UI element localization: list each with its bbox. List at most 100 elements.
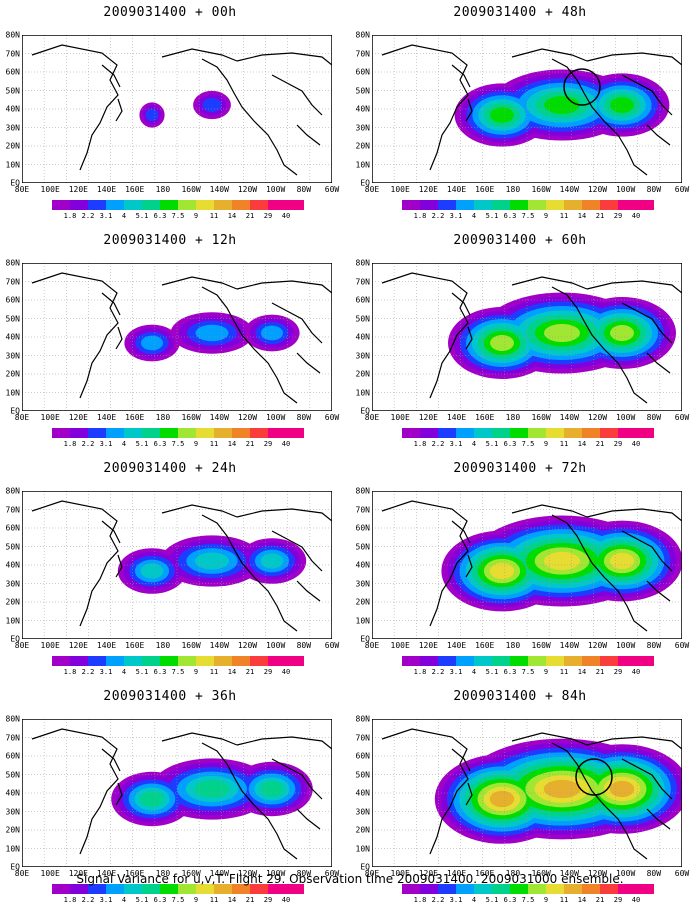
colorbar-label: 6.3 bbox=[503, 668, 517, 676]
coastline bbox=[621, 758, 673, 800]
x-tick-label: 120E bbox=[418, 185, 438, 194]
colorbar-swatch bbox=[124, 656, 142, 666]
x-tick-label: 160E bbox=[125, 641, 145, 650]
coastline bbox=[551, 58, 648, 176]
colorbar-label: 4 bbox=[121, 896, 127, 904]
coastline bbox=[646, 808, 671, 830]
colorbar-label: 11 bbox=[209, 440, 219, 448]
colorbar-label: 9 bbox=[543, 668, 549, 676]
colorbar-swatch bbox=[178, 656, 196, 666]
coastline bbox=[296, 124, 321, 146]
colorbar bbox=[402, 200, 654, 210]
x-tick-label: 180 bbox=[505, 641, 521, 650]
colorbar-label: 14 bbox=[577, 896, 587, 904]
x-tick-label: 140W bbox=[559, 185, 579, 194]
colorbar-swatch bbox=[160, 884, 178, 894]
y-tick-label: 50N bbox=[5, 86, 20, 95]
x-tick-label: 100W bbox=[615, 641, 636, 650]
y-tick-label: 10N bbox=[5, 616, 20, 625]
variance-contour bbox=[140, 791, 164, 807]
colorbar-swatch bbox=[492, 884, 510, 894]
colorbar-label: 6.3 bbox=[503, 440, 517, 448]
x-tick-label: 120E bbox=[418, 869, 438, 878]
x-tick-label: 140W bbox=[209, 185, 229, 194]
colorbar-swatch bbox=[618, 884, 636, 894]
x-tick-label: 140W bbox=[209, 641, 229, 650]
colorbar-label: 6.3 bbox=[153, 668, 167, 676]
colorbar-label: 2.2 bbox=[81, 440, 95, 448]
y-tick-label: 70N bbox=[5, 505, 20, 514]
colorbar-swatch bbox=[546, 428, 564, 438]
coastline bbox=[115, 782, 123, 806]
panel-title: 2009031400 + 60h bbox=[453, 233, 587, 248]
colorbar-swatch bbox=[456, 884, 474, 894]
x-tick-label: 100E bbox=[390, 869, 410, 878]
coastline bbox=[586, 280, 682, 294]
coastline bbox=[115, 326, 123, 350]
colorbar-label: 4 bbox=[121, 440, 127, 448]
panel-title: 2009031400 + 12h bbox=[103, 233, 237, 248]
colorbar-label: 29 bbox=[263, 896, 273, 904]
x-tick-label: 100E bbox=[390, 185, 410, 194]
x-tick-label: 160E bbox=[125, 185, 145, 194]
x-tick-label: 100W bbox=[265, 869, 286, 878]
colorbar-swatch bbox=[600, 656, 618, 666]
map-panel: 2009031400 + 60h 80E 100E 120E 140E 160E 180 16… bbox=[350, 233, 690, 448]
colorbar-swatch bbox=[52, 656, 70, 666]
x-tick-label: 160E bbox=[125, 869, 145, 878]
y-tick-label: 50N bbox=[5, 542, 20, 551]
colorbar-swatch bbox=[564, 428, 582, 438]
y-tick-label: 60N bbox=[5, 751, 20, 761]
colorbar-label: 7.5 bbox=[521, 896, 535, 904]
panel-title: 2009031400 + 84h bbox=[453, 689, 587, 704]
coastline bbox=[621, 302, 673, 344]
colorbar-swatch bbox=[420, 884, 438, 894]
colorbar-swatch bbox=[528, 656, 546, 666]
colorbar-label: 9 bbox=[543, 440, 549, 448]
coastline bbox=[646, 580, 671, 602]
variance-map bbox=[22, 35, 332, 183]
colorbar-swatch bbox=[106, 884, 124, 894]
colorbar-swatch bbox=[124, 200, 142, 210]
coastline bbox=[271, 530, 323, 572]
variance-contour bbox=[609, 780, 635, 798]
y-tick-label: EQ bbox=[360, 406, 370, 416]
colorbar-swatch bbox=[214, 200, 232, 210]
colorbar-swatch bbox=[88, 428, 106, 438]
x-tick-label: 60W bbox=[324, 413, 340, 422]
x-tick-label: 60W bbox=[674, 869, 690, 878]
coastline bbox=[465, 98, 473, 122]
y-tick-label: 70N bbox=[355, 733, 370, 742]
x-tick-label: 160E bbox=[475, 185, 495, 194]
y-tick-label: 70N bbox=[355, 505, 370, 514]
colorbar-swatch bbox=[564, 200, 582, 210]
colorbar-swatch bbox=[178, 428, 196, 438]
x-tick-label: 80W bbox=[646, 413, 662, 422]
colorbar-swatch bbox=[474, 428, 492, 438]
colorbar-swatch bbox=[268, 656, 286, 666]
y-tick-label: 10N bbox=[5, 388, 20, 397]
colorbar-swatch bbox=[160, 428, 178, 438]
variance-contour bbox=[194, 780, 230, 798]
colorbar-label: 3.1 bbox=[99, 668, 113, 676]
x-tick-label: 80E bbox=[364, 413, 380, 422]
x-tick-label: 160W bbox=[531, 413, 551, 422]
colorbar-swatch bbox=[232, 200, 250, 210]
x-tick-label: 100E bbox=[40, 869, 60, 878]
y-tick-label: 50N bbox=[355, 86, 370, 95]
x-tick-label: 140W bbox=[559, 869, 579, 878]
colorbar-swatch bbox=[70, 428, 88, 438]
coastline bbox=[115, 98, 123, 122]
y-tick-label: 30N bbox=[5, 351, 20, 360]
colorbar-swatch bbox=[286, 656, 304, 666]
variance-contour bbox=[260, 781, 284, 797]
colorbar-swatch bbox=[528, 428, 546, 438]
x-tick-label: 80W bbox=[646, 869, 662, 878]
colorbar-label: 29 bbox=[613, 212, 623, 220]
colorbar-label: 3.1 bbox=[449, 668, 463, 676]
colorbar-label: 3.1 bbox=[449, 896, 463, 904]
x-tick-label: 120W bbox=[587, 641, 608, 650]
y-tick-label: 60N bbox=[355, 523, 370, 533]
colorbar-swatch bbox=[618, 656, 636, 666]
x-tick-label: 120W bbox=[587, 185, 608, 194]
